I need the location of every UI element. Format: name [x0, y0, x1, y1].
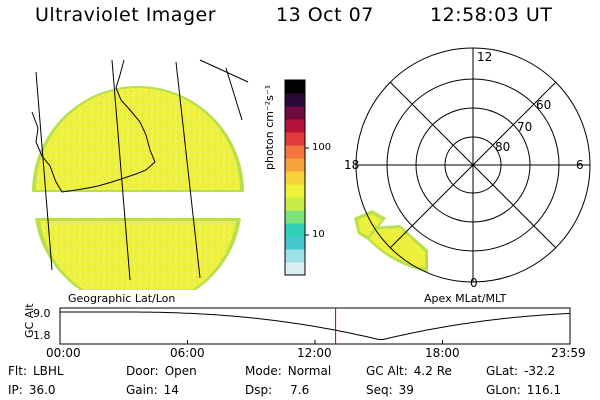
- info-gc-alt: GC Alt: 4.2 Re: [366, 364, 452, 378]
- info-ip: IP: 36.0: [8, 383, 56, 397]
- apex-label: Apex MLat/MLT: [424, 292, 507, 305]
- colorbar-stripe: [285, 197, 305, 211]
- info-flt: Flt: LBHL: [8, 364, 64, 378]
- header: Ultraviolet Imager 13 Oct 07 12:58:03 UT: [0, 4, 600, 34]
- geographic-image[interactable]: [0, 40, 260, 290]
- info-seq: Seq: 39: [366, 383, 414, 397]
- apex-image: [354, 210, 428, 272]
- colorbar: [284, 79, 309, 276]
- date-label: 13 Oct 07: [276, 4, 374, 26]
- colorbar-stripe: [285, 119, 305, 133]
- altitude-chart[interactable]: GC Alt: [0, 300, 600, 350]
- mlt-label-18: 18: [344, 158, 359, 172]
- info-door: Door: Open: [126, 364, 197, 378]
- info-gain: Gain: 14: [126, 383, 179, 397]
- colorbar-stripe: [285, 93, 305, 107]
- mlt-label-12: 12: [477, 50, 492, 64]
- lat-label-60: 60: [536, 98, 551, 112]
- lat-label-80: 80: [495, 140, 510, 154]
- mlt-label-0: 0: [470, 276, 478, 290]
- colorbar-unit: photon cm⁻²s⁻¹: [263, 84, 276, 170]
- info-dsp: Dsp: 7.6: [245, 383, 310, 397]
- colorbar-stripe: [285, 145, 305, 159]
- time-tick-1200: 12:00: [297, 346, 332, 360]
- colorbar-stripe: [285, 249, 305, 263]
- altitude-curve: [60, 311, 571, 340]
- colorbar-tick-100: 100: [312, 142, 332, 153]
- time-label: 12:58:03 UT: [430, 4, 553, 26]
- time-tick-2359: 23:59: [551, 346, 586, 360]
- apex-polar-plot[interactable]: 12 18 6 0 60 70 80: [330, 40, 600, 290]
- colorbar-stripe: [285, 262, 305, 276]
- colorbar-stripe: [285, 132, 305, 146]
- geo-upper-half: [31, 85, 245, 192]
- alt-tick-9: 9.0: [33, 307, 51, 320]
- info-glon: GLon: 116.1: [486, 383, 562, 397]
- instrument-title: Ultraviolet Imager: [35, 4, 217, 26]
- info-glat: GLat: -32.2: [486, 364, 556, 378]
- alt-tick-1-8: 1.8: [33, 329, 51, 342]
- colorbar-stripe: [285, 184, 305, 198]
- coastline: [31, 59, 156, 193]
- geo-lower-half: [35, 218, 241, 290]
- colorbar-stripe: [285, 80, 305, 94]
- time-tick-0600: 06:00: [170, 346, 205, 360]
- colorbar-stripe: [285, 158, 305, 172]
- geo-grid: [35, 59, 249, 281]
- colorbar-tick-10: 10: [312, 229, 325, 240]
- mlt-label-6: 6: [576, 158, 584, 172]
- time-tick-0000: 00:00: [46, 346, 81, 360]
- altitude-axis-title: GC Alt: [23, 303, 36, 338]
- lat-label-70: 70: [517, 120, 532, 134]
- colorbar-stripe: [285, 171, 305, 185]
- colorbar-stripe: [285, 236, 305, 250]
- time-tick-1800: 18:00: [425, 346, 460, 360]
- info-mode: Mode: Normal: [245, 364, 332, 378]
- colorbar-stripe: [285, 223, 305, 237]
- colorbar-stripe: [285, 106, 305, 120]
- colorbar-stripe: [285, 210, 305, 224]
- geographic-label: Geographic Lat/Lon: [68, 292, 176, 305]
- polar-grid: [355, 47, 591, 283]
